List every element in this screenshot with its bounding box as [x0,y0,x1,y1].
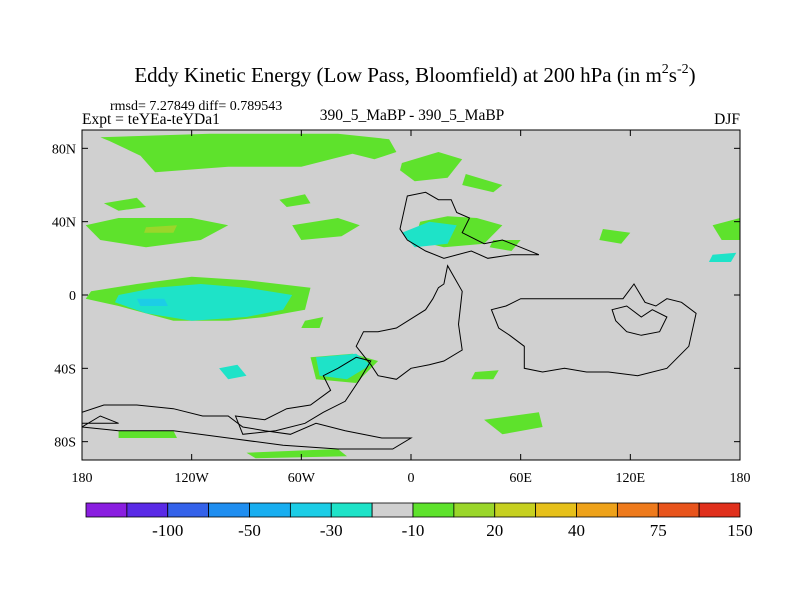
colorbar-swatch [494,502,537,518]
field-region-nh-pacific-core [144,225,177,233]
field-layer [85,133,740,459]
chart-title: Eddy Kinetic Energy (Low Pass, Bloomfiel… [134,62,695,87]
colorbar-swatch [698,502,741,518]
x-tick-label: 60E [509,471,532,486]
field-region-arctic-east-tip [462,174,503,193]
expt-line: Expt = teYEa-teYDa1 [82,111,220,128]
y-tick-label: 40S [54,362,76,377]
field-region-tropics-pacific-inner [114,284,293,321]
colorbar-label: 20 [486,521,503,540]
title-close-paren: ) [689,63,696,87]
outline-australia-inner [611,305,668,336]
colorbar-swatch [330,502,373,518]
y-axis: 80N 40N 0 40S 80S [52,142,740,451]
title-sup-minus2: -2 [677,62,689,77]
colorbar-label: -50 [238,521,261,540]
field-region-nh-west-blob-2 [279,194,311,207]
outline-africa [355,264,463,380]
field-region-nh-atlantic-core [401,221,457,248]
field-region-so-east-blob [484,412,543,435]
colorbar-swatch [167,502,210,518]
colorbar-swatch [289,502,332,518]
x-axis: 180 120W 60W 0 60E 120E 180 [72,130,751,486]
colorbar-swatch [85,502,128,518]
field-region-tropics-east-dot [301,317,324,328]
colorbar-swatch [249,502,291,518]
colorbar-swatch [576,502,618,518]
field-region-nh-mideast-dot [489,240,521,251]
colorbar-swatch [453,502,496,518]
y-tick-label: 40N [52,216,76,231]
continent-outline-layer [82,191,697,450]
colorbar-label: -10 [402,521,425,540]
x-tick-label: 120W [175,471,210,486]
season-label: DJF [714,111,740,128]
outline-south-america [234,356,372,435]
x-tick-label: 180 [730,471,751,486]
x-tick-label: 120E [616,471,646,486]
field-region-sa-east-dot [471,370,499,380]
field-region-tropics-pacific-core [136,298,168,306]
field-region-sa-west [219,364,247,380]
colorbar-swatch [412,502,455,518]
field-region-so-west-strip-2 [246,449,347,459]
field-region-nh-far-east [708,252,737,262]
outline-europe-north [399,191,540,259]
x-tick-label: 60W [288,471,316,486]
colorbar-swatch [616,502,659,518]
center-label: 390_5_MaBP - 390_5_MaBP [320,107,505,124]
y-tick-label: 80N [52,142,76,157]
colorbar-label: 150 [727,521,753,540]
y-tick-label: 80S [54,436,76,451]
x-tick-label: 0 [408,471,415,486]
colorbar-label: -100 [152,521,183,540]
field-region-nh-west-blob-3 [292,218,360,240]
colorbar-label: -30 [320,521,343,540]
outline-australia [490,283,697,377]
title-unit-s: s [669,63,677,87]
outline-antarctica-west [82,415,119,428]
colorbar-swatch [371,502,414,518]
colorbar: -100 -50 -30 -10 20 40 75 150 [85,502,753,540]
field-region-nh-pacific-east [712,218,740,240]
field-region-arctic-east [400,152,463,182]
y-tick-label: 0 [69,289,76,304]
field-region-nh-west-blob-1 [103,197,146,211]
stats-line: rmsd= 7.27849 diff= 0.789543 [110,99,282,114]
colorbar-swatch [657,502,700,518]
field-region-so-west-strip [118,430,177,438]
colorbar-swatch [208,502,250,518]
field-region-nh-east-dot [599,229,631,244]
colorbar-label: 75 [650,521,667,540]
field-region-arctic-band [100,133,397,173]
colorbar-swatch [126,502,169,518]
chart-title-main: Eddy Kinetic Energy (Low Pass, Bloomfiel… [134,63,661,87]
colorbar-swatch [535,502,577,518]
title-sup-2: 2 [662,62,669,77]
colorbar-label: 40 [568,521,585,540]
outline-antarctica [82,404,413,450]
x-tick-label: 180 [72,471,93,486]
